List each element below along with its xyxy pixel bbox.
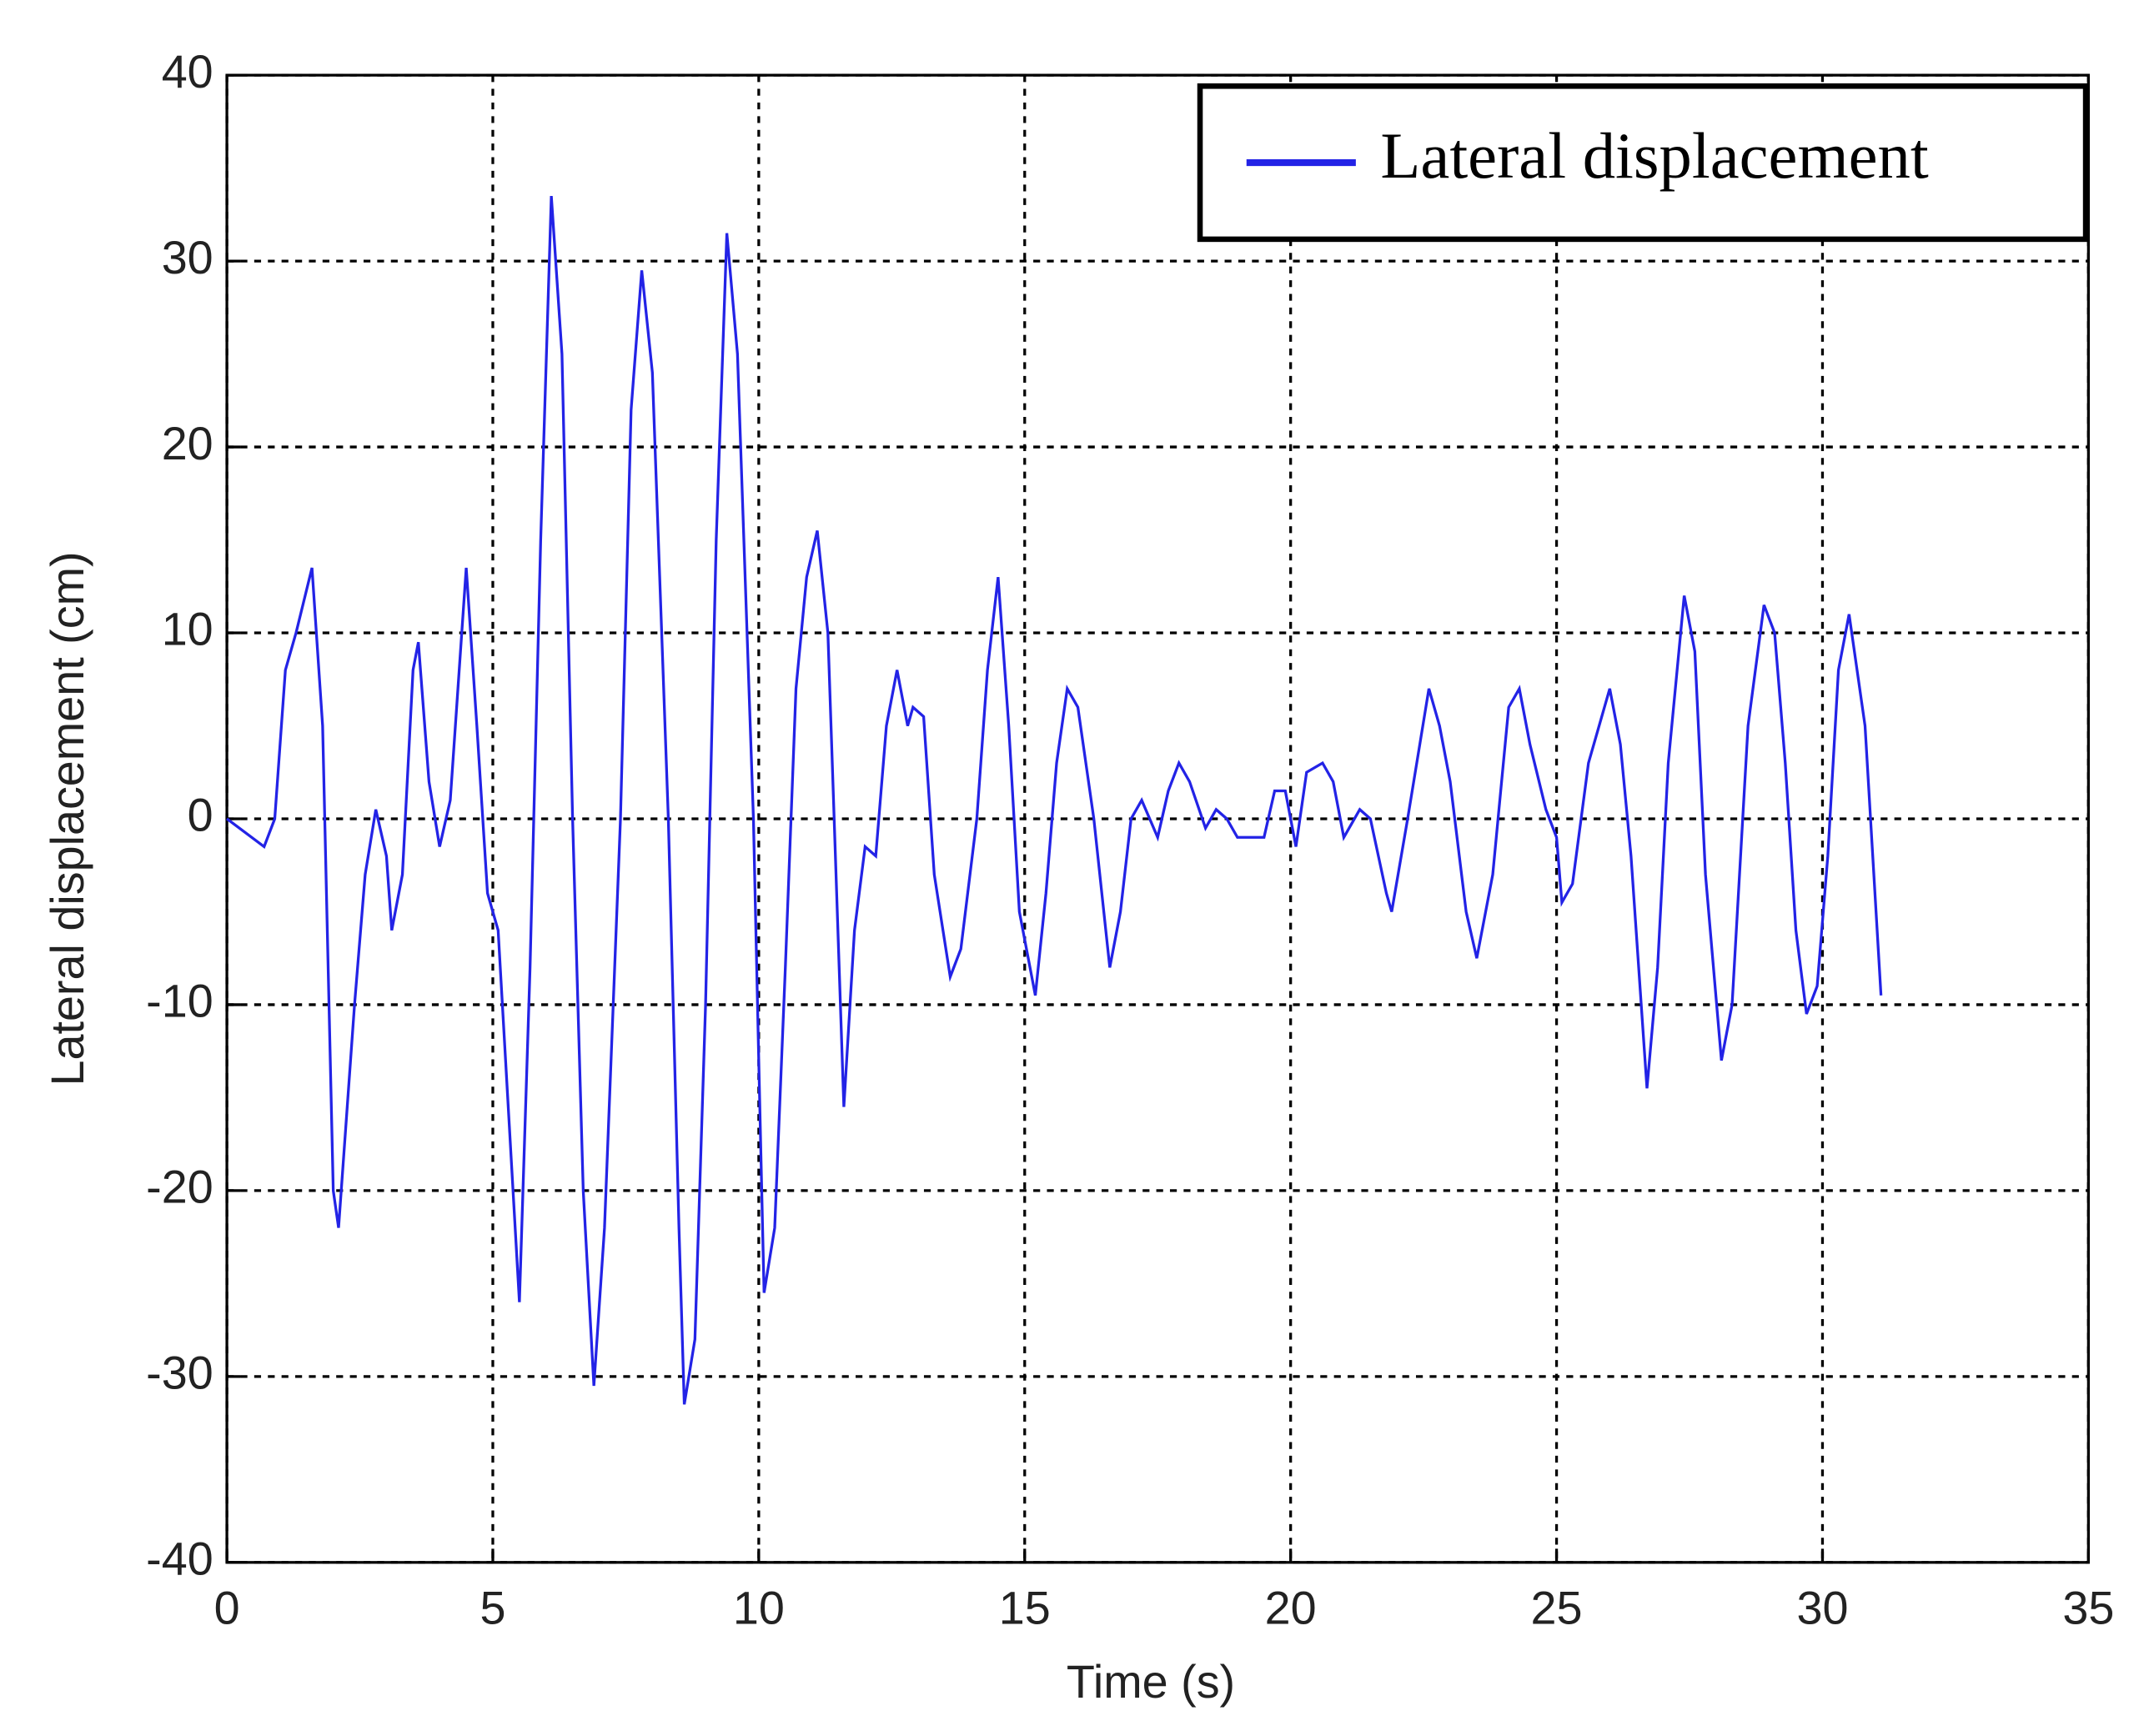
legend-label: Lateral displacement — [1380, 120, 1929, 193]
y-tick-label: 10 — [162, 604, 213, 655]
x-tick-label: 30 — [1796, 1583, 1848, 1634]
y-tick-label: -20 — [146, 1162, 213, 1213]
y-tick-label: -40 — [146, 1533, 213, 1585]
x-tick-label: 20 — [1265, 1583, 1317, 1634]
y-tick-label: 30 — [162, 232, 213, 283]
x-axis-label: Time (s) — [1067, 1656, 1235, 1708]
x-tick-label: 0 — [214, 1583, 240, 1634]
y-tick-label: 0 — [188, 790, 213, 841]
y-tick-label: -30 — [146, 1347, 213, 1399]
x-tick-label: 35 — [2062, 1583, 2114, 1634]
x-tick-label: 25 — [1531, 1583, 1583, 1634]
y-tick-label: -10 — [146, 976, 213, 1027]
x-tick-label: 5 — [480, 1583, 505, 1634]
y-tick-label: 20 — [162, 418, 213, 469]
x-tick-label: 15 — [999, 1583, 1051, 1634]
data-line — [226, 195, 1883, 1405]
y-tick-label: 40 — [162, 46, 213, 98]
x-tick-label: 10 — [733, 1583, 785, 1634]
y-axis-label: Lateral displacement (cm) — [42, 551, 93, 1086]
